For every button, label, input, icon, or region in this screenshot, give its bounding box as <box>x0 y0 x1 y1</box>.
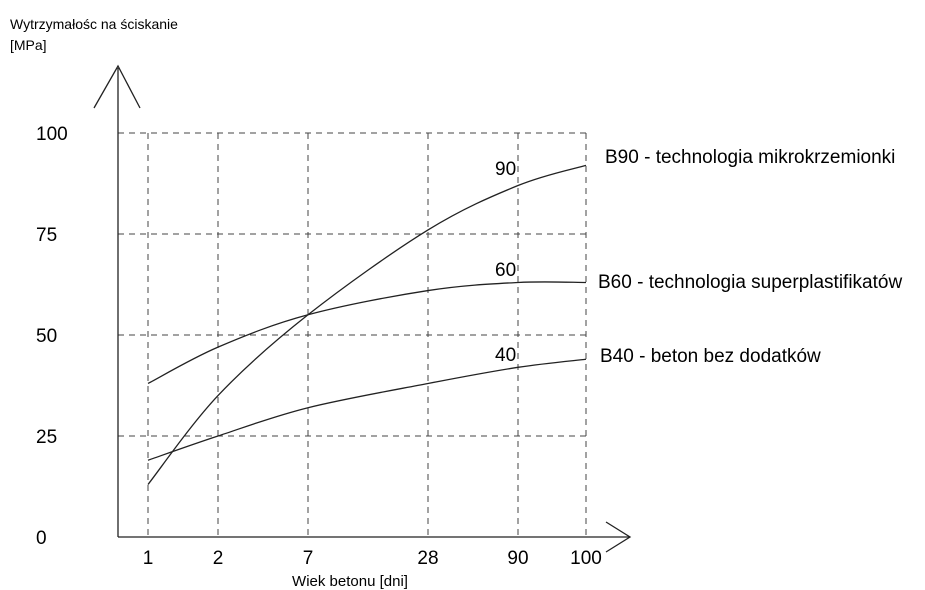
x-axis-arrow <box>605 521 632 553</box>
series-label-b90: B90 - technologia mikrokrzemionki <box>605 147 895 168</box>
annotation-b90: 90 <box>495 159 516 180</box>
y-tick-label-100: 100 <box>36 124 68 145</box>
grid <box>118 132 587 537</box>
y-tick-label-0: 0 <box>36 528 47 549</box>
x-tick-label-28: 28 <box>417 548 438 569</box>
x-tick-label-7: 7 <box>303 548 314 569</box>
series-line-b90 <box>147 164 587 485</box>
x-axis-label: Wiek betonu [dni] <box>292 573 408 590</box>
x-tick-label-90: 90 <box>507 548 528 569</box>
annotation-b40: 40 <box>495 345 516 366</box>
tick-labels: 0 25 50 75 100 1 2 7 28 90 100 <box>36 124 602 569</box>
x-tick-label-100: 100 <box>570 548 602 569</box>
series-line-b40 <box>147 358 587 461</box>
y-axis-label-line2: [MPa] <box>10 37 47 53</box>
series-label-b40: B40 - beton bez dodatków <box>600 346 821 367</box>
y-tick-label-75: 75 <box>36 225 57 246</box>
x-tick-label-1: 1 <box>143 548 154 569</box>
y-axis-label-line1: Wytrzymałośc na ściskanie <box>10 16 178 32</box>
y-tick-label-50: 50 <box>36 326 57 347</box>
x-tick-label-2: 2 <box>213 548 224 569</box>
y-tick-label-25: 25 <box>36 427 57 448</box>
series-line-b60 <box>147 281 587 385</box>
series-label-b60: B60 - technologia superplastifikatów <box>598 272 902 293</box>
y-axis-arrow <box>93 64 141 109</box>
series-curves <box>147 164 587 485</box>
axes <box>93 64 632 553</box>
annotation-b60: 60 <box>495 260 516 281</box>
